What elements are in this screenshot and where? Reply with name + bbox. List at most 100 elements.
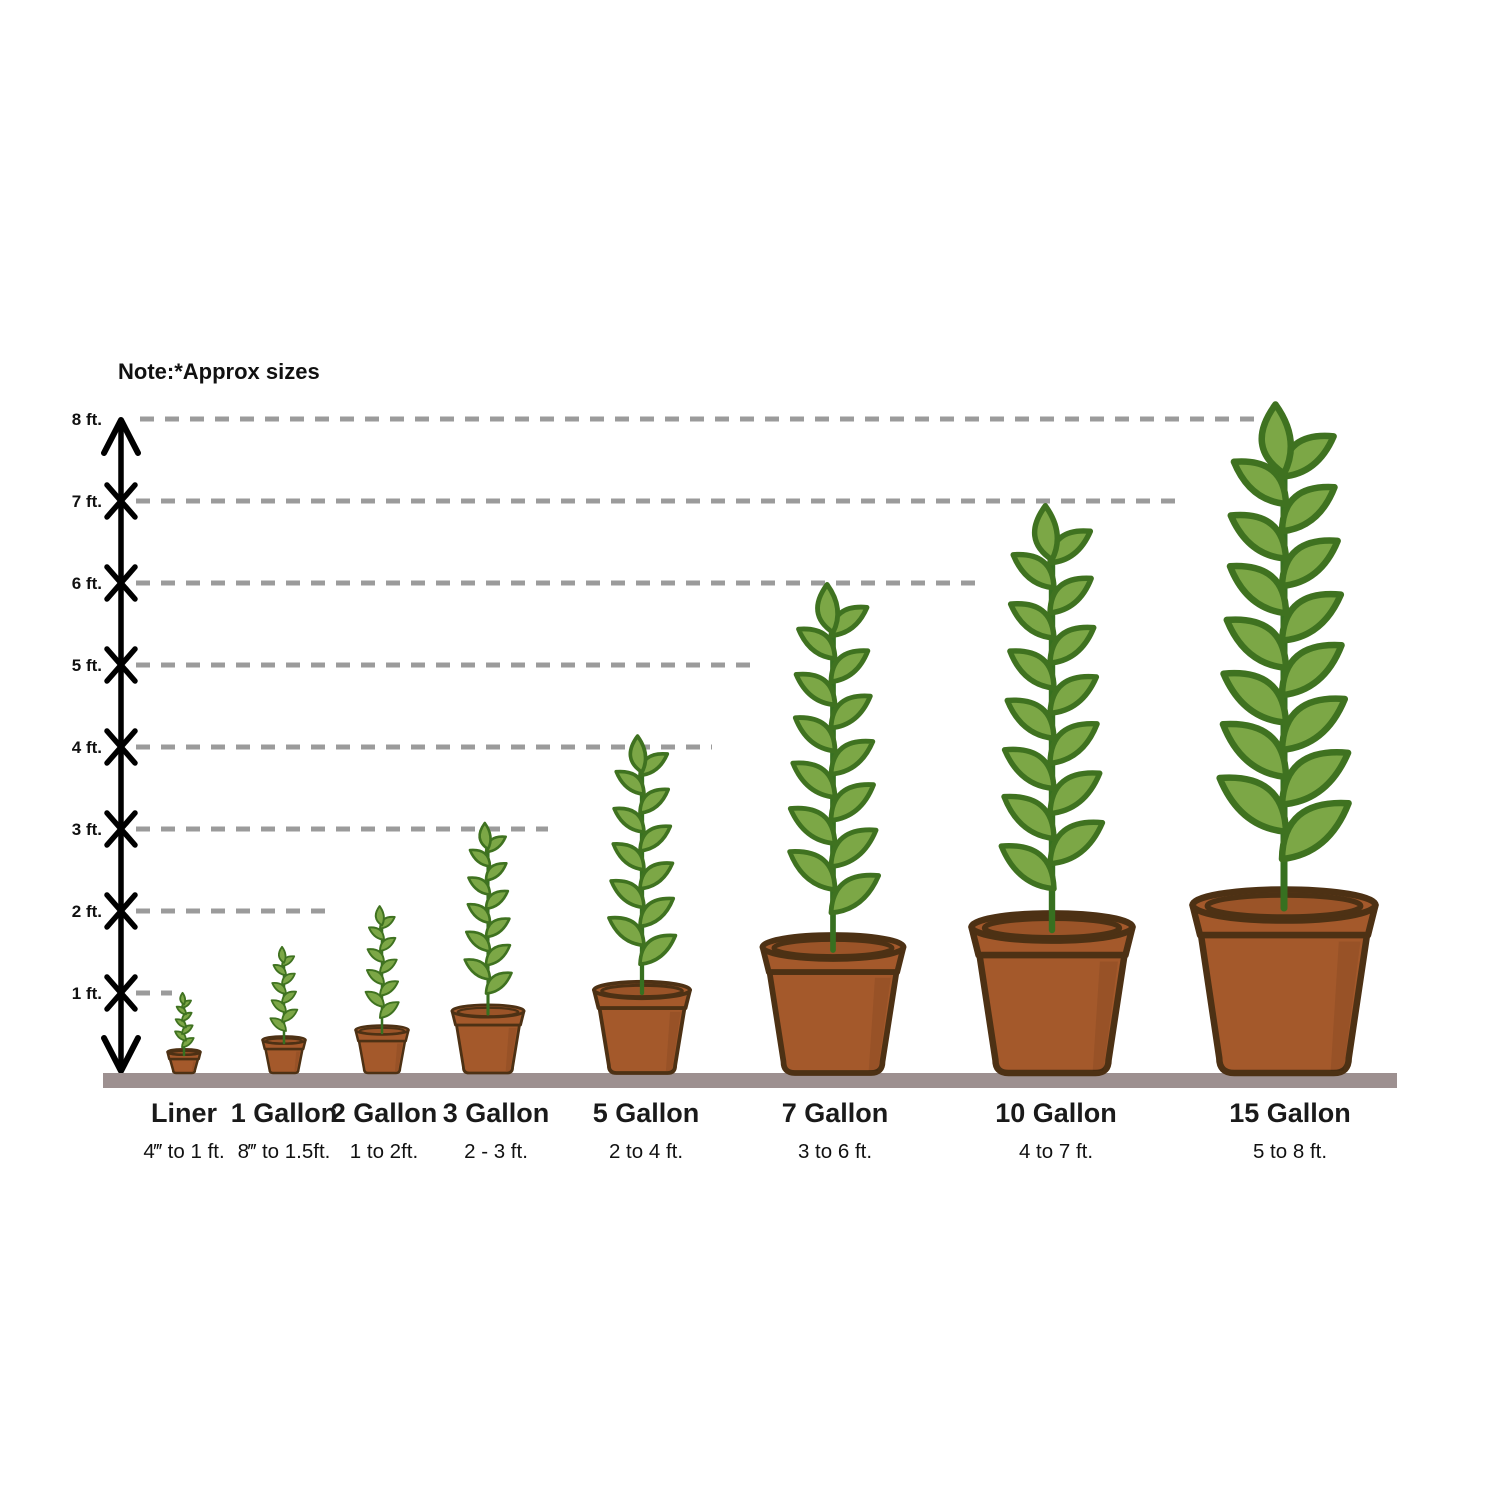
plant-3-gallon [450, 821, 526, 1075]
pot-body [1197, 931, 1371, 1077]
y-axis: 8 ft. 7 ft. 6 ft. 5 ft. 4 ft. 3 ft. 2 ft. 1 ft. [72, 410, 141, 1074]
axis-tick-6-ft [104, 564, 138, 602]
leaf-icon [1007, 601, 1057, 641]
category-labels: Liner 4‴ to 1 ft. 1 Gallon 8‴ to 1.5ft.2 Ga… [143, 1098, 1350, 1163]
tick-label-1-ft: 1 ft. [72, 984, 102, 1003]
size-range-label-5-gallon: 2 to 4 ft. [609, 1140, 683, 1163]
leaf-icon [466, 902, 492, 925]
pot-shade [394, 1043, 403, 1071]
category-label-2-gallon: 2 Gallon [331, 1098, 438, 1128]
leaf-icon [790, 760, 838, 800]
pot-body [597, 1006, 687, 1075]
pot-shade [1092, 961, 1118, 1071]
pot-shade [1330, 941, 1361, 1071]
pot-body [455, 1023, 521, 1075]
plant-2-gallon [354, 905, 410, 1075]
leaf-icon [379, 958, 398, 975]
plant-1-gallon [261, 945, 307, 1075]
leaf-icon [1001, 746, 1057, 792]
leaf-icon [828, 738, 876, 777]
leaf-icon [366, 948, 385, 964]
axis-tick-2-ft [104, 892, 138, 930]
leaf-icon [638, 933, 678, 967]
size-range-label-10-gallon: 4 to 7 ft. [1019, 1140, 1093, 1163]
plant-5-gallon [592, 734, 692, 1075]
category-label-15-gallon: 15 Gallon [1229, 1098, 1351, 1128]
leaf-icon [1004, 697, 1057, 742]
category-label-liner: Liner [151, 1098, 218, 1128]
leaf-icon [484, 862, 508, 882]
size-range-label-liner: 4‴ to 1 ft. [143, 1140, 224, 1163]
leaf-icon [612, 806, 646, 834]
leaf-icon [1278, 483, 1338, 535]
leaf-icon [1278, 537, 1341, 590]
leaf-icon [815, 582, 841, 635]
leaf-icon [175, 1005, 187, 1016]
plant-liner [166, 991, 202, 1075]
tick-label-5-ft: 5 ft. [72, 656, 102, 675]
axis-tick-4-ft [104, 728, 138, 766]
pot-body [357, 1039, 407, 1075]
leaf-icon [793, 671, 838, 708]
leaf-icon [828, 648, 871, 685]
leaf-icon [1031, 503, 1061, 563]
axis-tick-1-ft [104, 974, 138, 1012]
category-label-5-gallon: 5 Gallon [593, 1098, 700, 1128]
leaf-icon [374, 905, 385, 927]
tick-label-7-ft: 7 ft. [72, 492, 102, 511]
leaf-icon [1258, 401, 1294, 477]
axis-tick-3-ft [104, 810, 138, 848]
pot-body [168, 1057, 200, 1075]
leaf-icon [379, 936, 397, 952]
leaf-icon [1047, 624, 1097, 666]
leaf-icon [792, 715, 838, 754]
leaf-icon [609, 878, 646, 910]
leaf-icon [1047, 673, 1100, 716]
leaf-icon [1227, 511, 1290, 562]
category-label-10-gallon: 10 Gallon [995, 1098, 1117, 1128]
size-range-label-15-gallon: 5 to 8 ft. [1253, 1140, 1327, 1163]
leaf-icon [787, 805, 838, 846]
pot-body [264, 1047, 304, 1075]
pot-shade [868, 977, 891, 1071]
category-label-7-gallon: 7 Gallon [782, 1098, 889, 1128]
leaf-icon [277, 945, 287, 964]
size-range-label-7-gallon: 3 to 6 ft. [798, 1140, 872, 1163]
leaf-icon [796, 626, 838, 662]
category-label-1-gallon: 1 Gallon [231, 1098, 338, 1128]
leaf-icon [787, 849, 838, 893]
axis-tick-7-ft [104, 482, 138, 520]
leaf-icon [463, 958, 492, 981]
leaf-icon [998, 843, 1057, 892]
plants [166, 401, 1379, 1077]
leaf-icon [179, 991, 187, 1006]
leaf-icon [638, 787, 671, 815]
leaf-icon [1007, 648, 1057, 691]
leaf-icon [367, 926, 385, 941]
tick-label-6-ft: 6 ft. [72, 574, 102, 593]
leaf-icon [484, 917, 511, 939]
size-range-label-2-gallon: 1 to 2ft. [350, 1140, 418, 1163]
leaf-icon [607, 915, 646, 948]
leaf-icon [484, 943, 512, 967]
leaf-icon [468, 848, 492, 868]
pot-shade [191, 1061, 196, 1071]
leaf-icon [271, 982, 287, 995]
size-range-label-3-gallon: 2 - 3 ft. [464, 1140, 528, 1163]
pot-shade [294, 1051, 300, 1071]
leaf-icon [638, 824, 673, 853]
tick-label-4-ft: 4 ft. [72, 738, 102, 757]
leaf-icon [828, 827, 879, 870]
category-label-3-gallon: 3 Gallon [443, 1098, 550, 1128]
leaf-icon [484, 971, 513, 995]
leaf-icon [614, 769, 646, 797]
leaf-icon [638, 896, 676, 929]
plant-7-gallon [759, 582, 907, 1076]
leaf-icon [1047, 770, 1103, 817]
pot-body [766, 969, 900, 1076]
leaf-icon [1047, 575, 1094, 616]
leaf-icon [484, 889, 510, 911]
leaf-icon [478, 821, 492, 851]
leaf-icon [611, 842, 646, 872]
